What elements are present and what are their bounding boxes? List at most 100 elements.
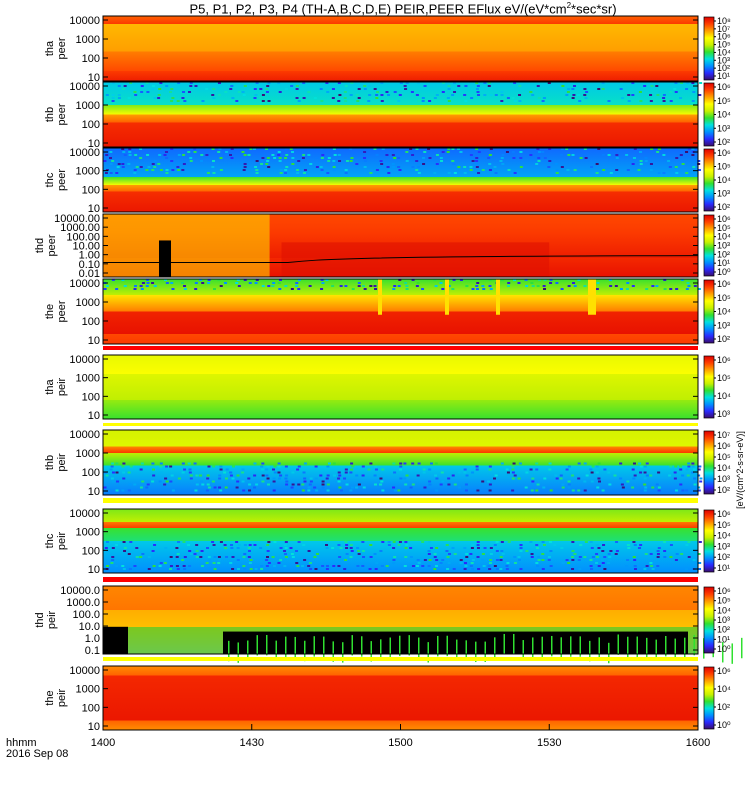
colorbar-tick-label: 10⁵	[717, 452, 731, 462]
y-tick-label: 10	[88, 138, 100, 150]
colorbar	[703, 430, 715, 495]
colorbar-tick-label: 10⁴	[717, 531, 731, 541]
spectrogram-thb-peer	[103, 82, 698, 147]
y-tick-label: 10000	[69, 508, 100, 520]
y-tick-label: 10	[88, 203, 100, 215]
panel-thc-peer: 10000 1000 100 10 thc peer 10⁶ 10⁵ 10⁴ 10³ 10²	[44, 147, 731, 215]
y-tick-label: 1000	[76, 100, 100, 112]
colorbar-tick-label: 10⁴	[717, 232, 731, 242]
colorbar	[703, 16, 715, 81]
x-axis: [eV/(cm^2-s-sr-eV)] 1400 1430 1500 1530 1600 h…	[6, 431, 745, 760]
panel-frame	[102, 429, 699, 496]
black-region	[223, 631, 688, 654]
panel-tha-peir: 10000 1000 100 10 tha peir 10⁶ 10⁵ 10⁴ 10³	[44, 354, 731, 422]
noise-texture	[103, 462, 703, 492]
panel-frame	[102, 147, 699, 213]
colorbar-tick-label: 10⁴	[717, 463, 731, 473]
colorbar-tick-label: 10⁵	[717, 162, 731, 172]
colorbar-tick-label: 10¹	[717, 258, 730, 268]
separator-strip	[103, 657, 698, 661]
y-tick-label: 1000.00	[60, 222, 100, 234]
y-axis-label-species: peir	[56, 377, 68, 396]
x-tick-label: 1530	[537, 737, 561, 749]
colorbar-tick-label: 10⁸	[717, 16, 731, 26]
colorbar-tick-label: 10²	[717, 334, 730, 344]
y-tick-label: 100.00	[66, 231, 100, 243]
y-axis-label-species: peir	[46, 610, 58, 629]
colorbar-tick-label: 10³	[717, 541, 730, 551]
colorbar-tick-label: 10³	[717, 55, 730, 65]
colorbar-tick-label: 10²	[717, 702, 730, 712]
potential-line	[103, 255, 699, 264]
x-tick-label: 1600	[686, 737, 710, 749]
colorbar-tick-label: 10⁵	[717, 293, 731, 303]
y-tick-label: 0.1	[85, 645, 100, 657]
colorbar-tick-label: 10⁶	[717, 355, 731, 365]
y-tick-label: 10	[88, 721, 100, 733]
colorbar-tick-label: 10⁵	[717, 373, 731, 383]
colorbar-tick-label: 10⁶	[717, 148, 731, 158]
colorbar-tick-label: 10⁶	[717, 32, 731, 42]
colorbar-tick-label: 10²	[717, 63, 730, 73]
colorbar-tick-label: 10⁶	[717, 441, 731, 451]
y-tick-label: 10000	[69, 665, 100, 677]
colorbar-tick-label: 10³	[717, 615, 730, 625]
colorbar	[703, 214, 715, 277]
colorbar-tick-label: 10¹	[717, 634, 730, 644]
colorbar-tick-label: 10⁵	[717, 596, 731, 606]
y-axis-label-species: peer	[56, 103, 68, 125]
y-tick-label: 1.00	[79, 250, 100, 262]
y-tick-label: 100.0	[72, 609, 100, 621]
noise-texture	[104, 541, 702, 570]
y-tick-label: 10000	[69, 354, 100, 366]
y-tick-label: 1000	[76, 684, 100, 696]
y-tick-label: 1000	[76, 166, 100, 178]
y-tick-label: 10	[88, 410, 100, 422]
noise-texture	[103, 148, 701, 174]
colorbar-tick-label: 10⁴	[717, 391, 731, 401]
y-tick-label: 10000	[69, 15, 100, 27]
black-region-left	[103, 626, 128, 654]
y-axis-label-probe: thb	[44, 455, 56, 470]
y-tick-label: 1000	[76, 527, 100, 539]
y-axis-label-species: peer	[56, 37, 68, 59]
y-axis-label-probe: the	[44, 304, 56, 319]
colorbar-tick-label: 10³	[717, 241, 730, 251]
y-axis-label-probe: thc	[44, 172, 56, 187]
separator-strip	[103, 346, 698, 350]
colorbar-tick-label: 10⁴	[717, 47, 731, 57]
spectrogram-thc-peer	[103, 148, 698, 212]
y-tick-label: 10.0	[79, 621, 100, 633]
separator-strip	[103, 423, 698, 426]
y-axis-label-species: peer	[56, 300, 68, 322]
y-tick-label: 10.00	[72, 241, 100, 253]
y-axis-label-species: peir	[56, 453, 68, 472]
separator-strip	[103, 498, 698, 503]
panel-frame	[102, 354, 699, 420]
y-tick-label: 10000.0	[60, 585, 100, 597]
colorbar-tick-label: 10⁶	[717, 82, 731, 92]
colorbar-tick-label: 10⁶	[717, 509, 731, 519]
y-axis-label-species: peir	[56, 531, 68, 550]
colorbar-tick-label: 10³	[717, 474, 730, 484]
colorbar-tick-label: 10⁴	[717, 684, 731, 694]
y-tick-label: 10000	[69, 429, 100, 441]
noise-texture	[105, 82, 703, 102]
y-tick-label: 1000	[76, 448, 100, 460]
y-tick-label: 1000.0	[66, 597, 100, 609]
colorbar-tick-label: 10¹	[717, 563, 730, 573]
y-tick-label: 10000.00	[54, 213, 100, 225]
y-tick-label: 100	[82, 316, 100, 328]
colorbar	[703, 509, 715, 573]
colorbar-tick-label: 10⁷	[717, 24, 730, 34]
colorbar-tick-label: 10⁵	[717, 40, 731, 50]
colorbar-tick-label: 10³	[717, 320, 730, 330]
date-label: 2016 Sep 08	[6, 748, 68, 760]
y-tick-label: 10	[88, 335, 100, 347]
colorbar-tick-label: 10²	[717, 202, 730, 212]
colorbar-tick-label: 10⁵	[717, 96, 731, 106]
colorbar	[703, 82, 715, 147]
